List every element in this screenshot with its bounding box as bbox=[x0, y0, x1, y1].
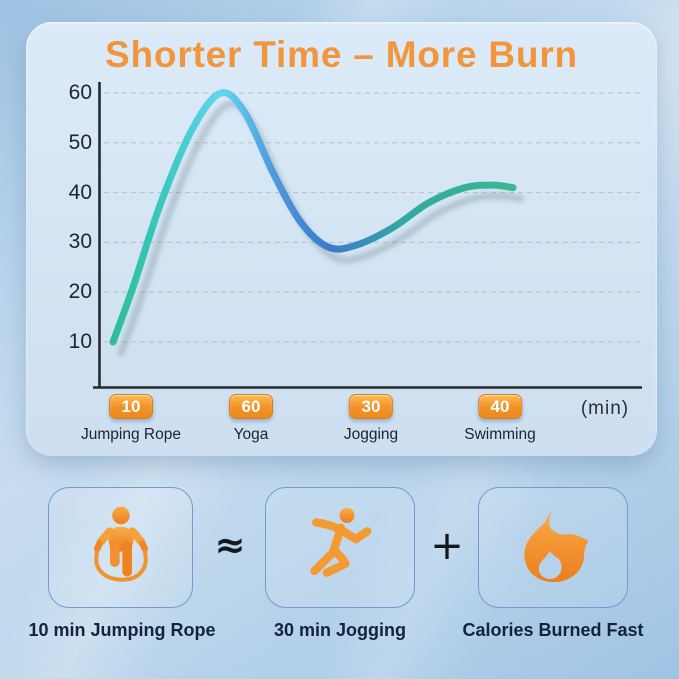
approximately-equal-symbol: ≈ bbox=[214, 523, 246, 567]
category-label: Jogging bbox=[343, 426, 399, 443]
category-label: Swimming bbox=[464, 426, 536, 443]
jump-rope-icon bbox=[93, 506, 148, 582]
minutes-unit-label: (min) bbox=[580, 398, 630, 419]
chart-panel bbox=[26, 22, 657, 456]
category-label: Yoga bbox=[233, 426, 269, 443]
y-tick: 60 bbox=[68, 81, 92, 104]
plus-symbol: + bbox=[430, 523, 464, 569]
jogging-tile bbox=[265, 487, 415, 608]
category-yoga: 60 Yoga bbox=[229, 394, 273, 444]
calories-tile bbox=[478, 487, 628, 608]
minutes-badge: 60 bbox=[229, 394, 273, 419]
y-tick: 30 bbox=[68, 230, 92, 254]
jumping-rope-tile bbox=[48, 487, 193, 608]
minutes-badge: 30 bbox=[348, 394, 393, 419]
category-jumping-rope: 10 Jumping Rope bbox=[81, 394, 181, 444]
y-tick: 50 bbox=[68, 130, 92, 154]
runner-icon bbox=[310, 507, 372, 577]
y-tick: 40 bbox=[68, 180, 92, 204]
category-jogging: 30 Jogging bbox=[344, 394, 398, 444]
chart-title: Shorter Time – More Burn bbox=[105, 34, 578, 75]
y-tick: 20 bbox=[68, 280, 92, 304]
jumping-rope-caption: 10 min Jumping Rope bbox=[28, 620, 216, 640]
flame-icon bbox=[524, 508, 589, 582]
calories-caption: Calories Burned Fast bbox=[462, 620, 644, 640]
category-label: Jumping Rope bbox=[81, 426, 181, 443]
jogging-caption: 30 min Jogging bbox=[273, 620, 407, 640]
y-tick: 10 bbox=[68, 330, 92, 353]
minutes-badge: 40 bbox=[477, 394, 522, 419]
category-swimming: 40 Swimming bbox=[464, 394, 536, 444]
minutes-badge: 10 bbox=[108, 394, 153, 419]
